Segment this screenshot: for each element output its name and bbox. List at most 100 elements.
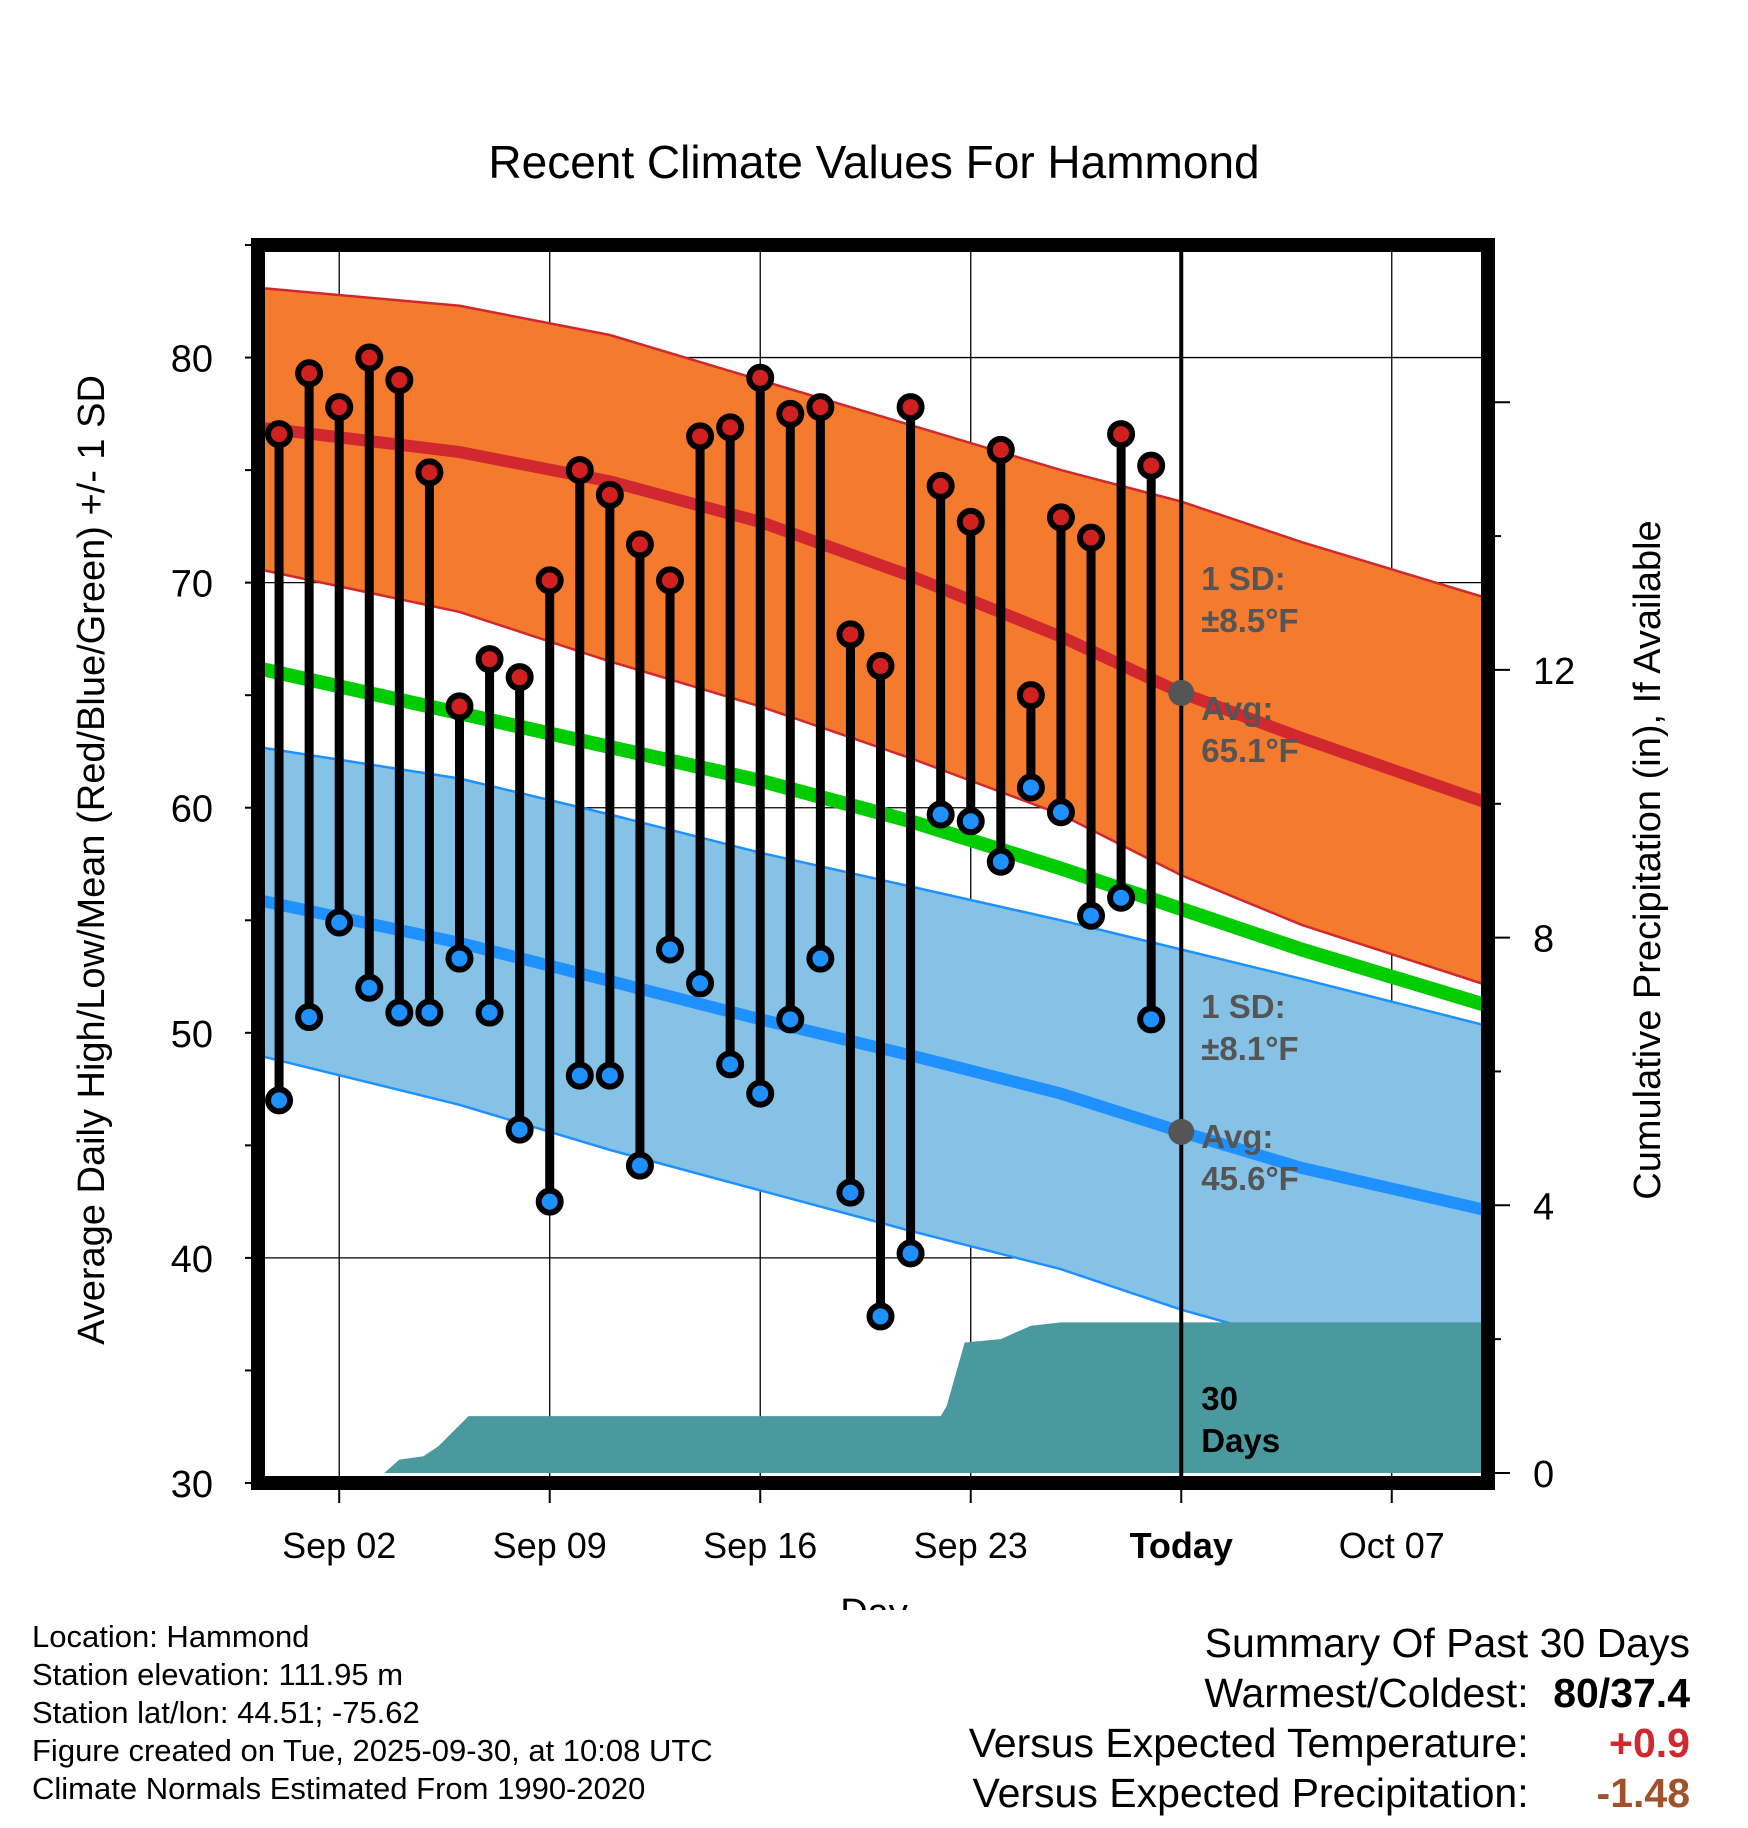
x-tick-label: Sep 16 [703, 1525, 817, 1566]
y2-axis-label: Cumulative Precipitation (in), If Availa… [1627, 520, 1669, 1199]
warmest-coldest-value: 80/37.4 [1553, 1670, 1690, 1716]
daily-low-point [716, 1050, 745, 1079]
daily-low-point [1046, 798, 1075, 827]
daily-high-point [1046, 503, 1075, 532]
elevation-text: Station elevation: 111.95 m [32, 1657, 404, 1692]
daily-low-point [866, 1302, 895, 1331]
precip-label-line2: Days [1201, 1422, 1280, 1459]
daily-high-point [535, 566, 564, 595]
daily-high-point [686, 422, 715, 451]
daily-high-point [505, 663, 534, 692]
y-tick-label: 30 [171, 1464, 213, 1506]
daily-high-point [475, 645, 504, 674]
daily-low-point [896, 1239, 925, 1268]
daily-high-point [746, 363, 775, 392]
daily-high-point [295, 359, 324, 388]
station-info: Location: Hammond Station elevation: 111… [32, 1618, 713, 1808]
daily-low-point [475, 998, 504, 1027]
daily-high-point [776, 399, 805, 428]
low-sd-label: 1 SD: [1201, 988, 1285, 1025]
y-tick-label: 60 [171, 789, 213, 831]
daily-low-point [355, 973, 384, 1002]
y2-tick-label: 8 [1533, 919, 1554, 961]
daily-high-point [656, 566, 685, 595]
daily-high-point [836, 620, 865, 649]
daily-low-point [325, 908, 354, 937]
daily-low-point [265, 1086, 294, 1115]
y-tick-label: 50 [171, 1014, 213, 1056]
low-sd-value: ±8.1°F [1201, 1030, 1298, 1067]
x-tick-label: Oct 07 [1339, 1525, 1445, 1566]
daily-high-point [866, 651, 895, 680]
x-tick-label: Today [1130, 1525, 1233, 1566]
precip-area [258, 1322, 1488, 1473]
latlon-text: Station lat/lon: 44.51; -75.62 [32, 1695, 420, 1730]
daily-low-point [806, 944, 835, 973]
precip-departure-row: Versus Expected Precipitation: -1.48 [969, 1768, 1691, 1818]
daily-low-point [986, 847, 1015, 876]
daily-low-point [625, 1151, 654, 1180]
daily-low-point [535, 1187, 564, 1216]
daily-high-point [1137, 451, 1166, 480]
daily-low-point [415, 998, 444, 1027]
daily-low-point [505, 1115, 534, 1144]
low-avg-label: Avg: [1201, 1118, 1273, 1155]
daily-low-point [1016, 773, 1045, 802]
daily-low-point [295, 1003, 324, 1032]
precip-departure-label: Versus Expected Precipitation: [972, 1770, 1529, 1816]
daily-high-point [956, 507, 985, 536]
daily-low-point [1137, 1005, 1166, 1034]
x-tick-label: Sep 23 [914, 1525, 1028, 1566]
temp-departure-row: Versus Expected Temperature: +0.9 [969, 1718, 1690, 1768]
daily-high-point [625, 530, 654, 559]
daily-low-point [595, 1061, 624, 1090]
daily-low-point [746, 1079, 775, 1108]
daily-high-point [415, 458, 444, 487]
plot-frame [251, 238, 1495, 1490]
daily-high-point [716, 413, 745, 442]
warmest-coldest-label: Warmest/Coldest: [1204, 1670, 1529, 1716]
x-tick-label: Sep 09 [493, 1525, 607, 1566]
daily-high-point [926, 471, 955, 500]
high-avg-value: 65.1°F [1201, 732, 1299, 769]
y-axis-label: Average Daily High/Low/Mean (Red/Blue/Gr… [71, 375, 113, 1345]
daily-high-point [595, 480, 624, 509]
x-tick-label: Sep 02 [282, 1525, 396, 1566]
y2-tick-label: 12 [1533, 651, 1575, 693]
daily-low-point [956, 807, 985, 836]
y-tick-label: 40 [171, 1239, 213, 1281]
normals-text: Climate Normals Estimated From 1990-2020 [32, 1771, 646, 1806]
daily-high-point [806, 393, 835, 422]
daily-high-point [385, 366, 414, 395]
daily-low-point [836, 1178, 865, 1207]
daily-high-point [896, 393, 925, 422]
daily-high-point [1107, 420, 1136, 449]
temp-departure-value: +0.9 [1609, 1720, 1690, 1766]
warmest-coldest-row: Warmest/Coldest: 80/37.4 [969, 1668, 1690, 1718]
y-tick-label: 70 [171, 564, 213, 606]
y2-tick-label: 4 [1533, 1186, 1554, 1228]
daily-low-point [445, 944, 474, 973]
y-tick-label: 80 [171, 339, 213, 381]
daily-low-point [776, 1005, 805, 1034]
daily-high-point [445, 692, 474, 721]
precip-departure-value: -1.48 [1596, 1770, 1690, 1816]
daily-high-point [565, 456, 594, 485]
daily-high-point [355, 343, 384, 372]
high-sd-label: 1 SD: [1201, 560, 1285, 597]
today-low-avg-marker [1168, 1118, 1195, 1145]
chart-title: Recent Climate Values For Hammond [488, 136, 1259, 188]
daily-high-point [265, 420, 294, 449]
daily-low-point [1077, 901, 1106, 930]
y2-tick-label: 0 [1533, 1454, 1554, 1496]
daily-high-point [986, 435, 1015, 464]
high-sd-value: ±8.5°F [1201, 602, 1298, 639]
temp-departure-label: Versus Expected Temperature: [968, 1720, 1529, 1766]
daily-low-point [686, 969, 715, 998]
daily-low-point [385, 998, 414, 1027]
location-text: Location: Hammond [32, 1619, 310, 1654]
climate-chart: Recent Climate Values For Hammond 1 SD: ±… [71, 136, 1669, 1610]
daily-low-point [926, 800, 955, 829]
daily-low-point [565, 1061, 594, 1090]
daily-low-point [1107, 883, 1136, 912]
